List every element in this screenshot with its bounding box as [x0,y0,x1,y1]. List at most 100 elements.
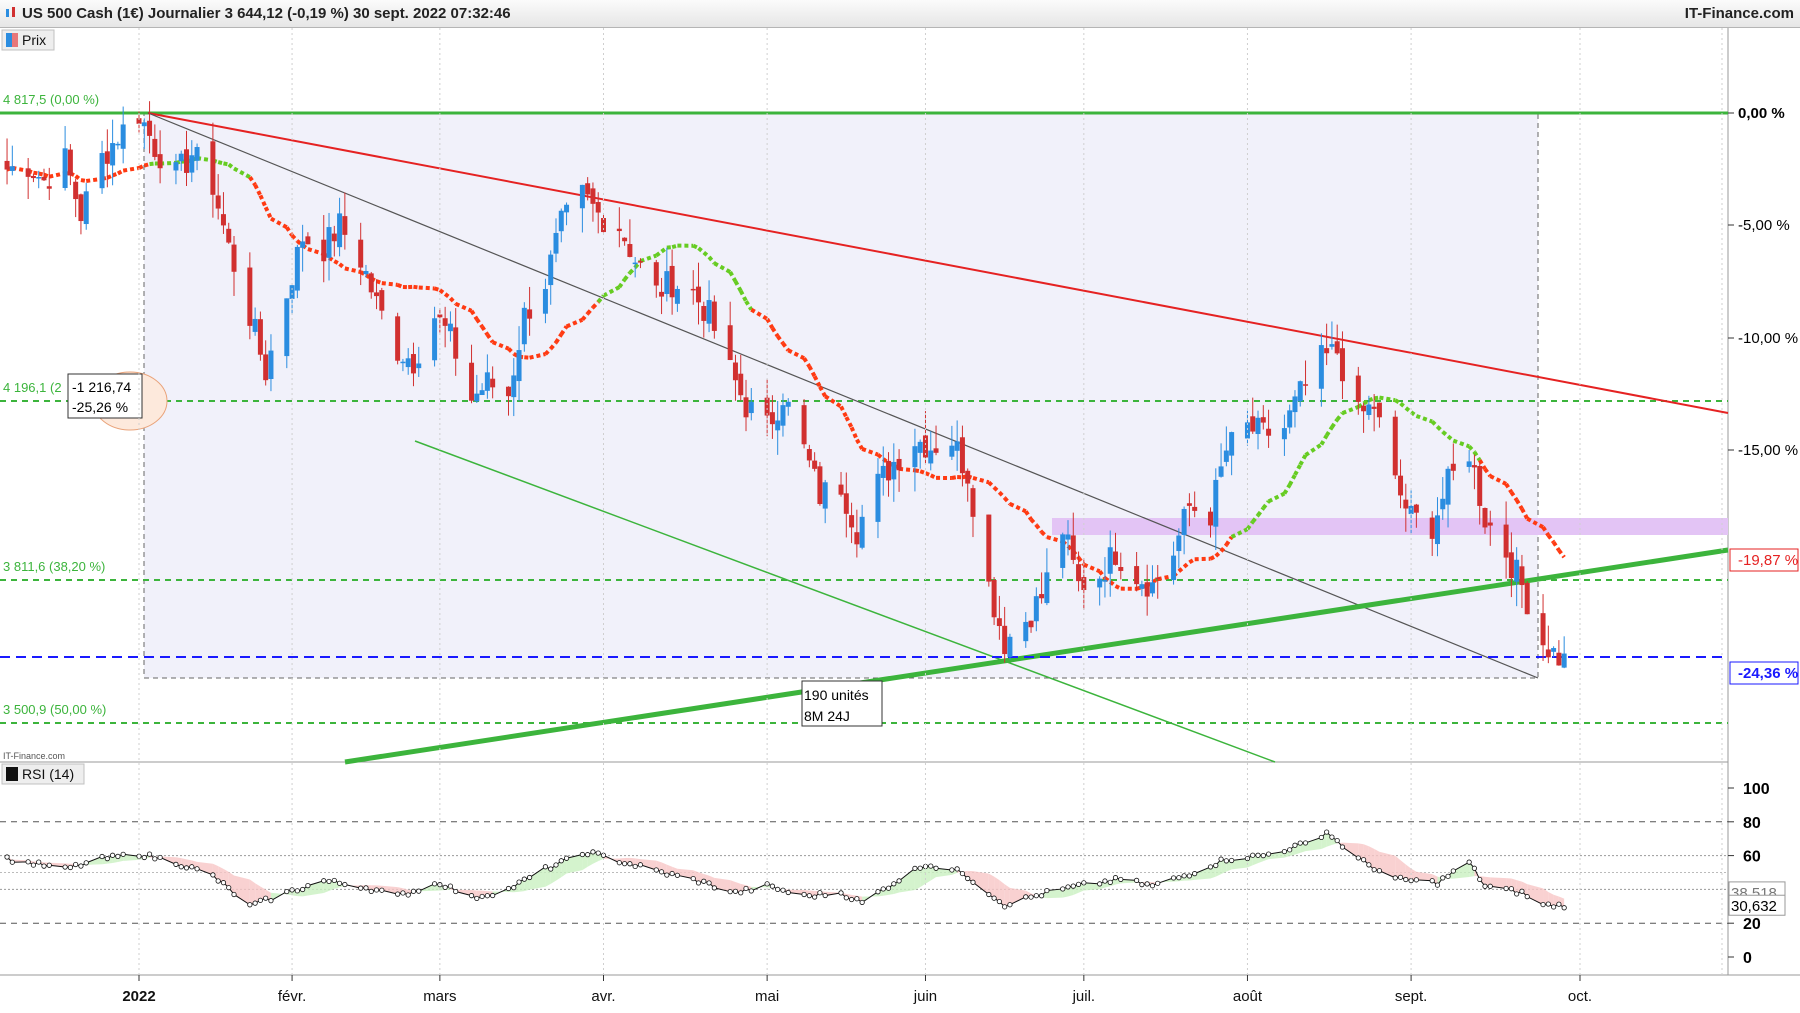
candle[interactable] [1445,466,1451,528]
candle[interactable] [558,208,564,243]
candle[interactable] [1361,403,1367,433]
candle[interactable] [690,270,696,305]
candle[interactable] [1429,511,1435,556]
candle[interactable] [83,182,89,230]
candle[interactable] [147,101,153,154]
candle[interactable] [1450,443,1456,481]
candle[interactable] [210,122,216,218]
candle[interactable] [331,225,337,257]
candle[interactable] [247,252,253,340]
candle[interactable] [1366,395,1372,420]
candle[interactable] [189,140,195,183]
candle[interactable] [696,262,702,325]
candle[interactable] [1060,532,1066,579]
candle[interactable] [659,277,665,315]
candle[interactable] [553,218,559,263]
candle[interactable] [1434,497,1440,557]
candle[interactable] [1408,490,1414,535]
candle[interactable] [484,354,490,399]
candle[interactable] [300,224,306,272]
candle[interactable] [1329,321,1335,350]
candle[interactable] [231,236,237,296]
candle[interactable] [1144,564,1150,616]
candle[interactable] [1023,612,1029,648]
candle[interactable] [178,150,184,171]
candle[interactable] [368,271,374,299]
candle[interactable] [637,258,643,269]
candle[interactable] [1134,551,1140,592]
candle[interactable] [62,126,68,191]
candle[interactable] [669,249,675,315]
candle[interactable] [1107,530,1113,597]
candle[interactable] [30,173,36,183]
candle[interactable] [701,301,707,338]
candle[interactable] [1477,462,1483,525]
candle[interactable] [1324,323,1330,366]
candle[interactable] [505,386,511,416]
candle[interactable] [706,280,712,333]
candle[interactable] [516,326,522,401]
candle[interactable] [859,504,865,550]
candle[interactable] [1339,331,1345,400]
candle[interactable] [928,431,934,471]
candle[interactable] [1039,572,1045,604]
candle[interactable] [812,452,818,472]
candle[interactable] [1318,333,1324,407]
candle[interactable] [949,425,955,461]
candle[interactable] [268,334,274,392]
candle[interactable] [67,144,73,186]
candle[interactable] [469,344,475,404]
candle[interactable] [986,514,992,587]
candle[interactable] [453,308,459,376]
candle[interactable] [252,307,258,336]
candle[interactable] [1508,532,1514,598]
candle[interactable] [1561,636,1567,669]
candle[interactable] [801,399,807,449]
candle[interactable] [9,145,15,176]
candle[interactable] [632,256,638,278]
candle[interactable] [727,301,733,361]
candle[interactable] [263,340,269,386]
candle[interactable] [73,178,79,218]
candle[interactable] [152,124,158,161]
candle[interactable] [1371,394,1377,432]
candle[interactable] [410,342,416,387]
candle[interactable] [326,212,332,281]
candle[interactable] [1113,532,1119,566]
candle[interactable] [616,207,622,248]
candle[interactable] [46,167,52,201]
candle[interactable] [585,177,591,201]
candle[interactable] [1213,468,1219,551]
candle[interactable] [1097,576,1103,606]
candle[interactable] [1076,551,1082,592]
candle[interactable] [511,358,517,417]
candle[interactable] [1229,431,1235,476]
candle[interactable] [527,286,533,336]
candle[interactable] [226,222,232,244]
candle[interactable] [1471,454,1477,490]
candle[interactable] [363,264,369,278]
candle[interactable] [1155,565,1161,599]
candle[interactable] [1376,402,1382,428]
candle[interactable] [1266,409,1272,448]
candle[interactable] [1292,390,1298,428]
candle[interactable] [595,192,601,234]
candle[interactable] [1514,547,1520,607]
candle[interactable] [337,197,343,257]
candle[interactable] [896,449,902,492]
candle[interactable] [954,420,960,471]
candle[interactable] [627,219,633,258]
candle[interactable] [748,387,754,421]
candle[interactable] [817,461,823,506]
candle[interactable] [912,428,918,492]
candle[interactable] [653,259,659,298]
candle[interactable] [1033,587,1039,632]
candle[interactable] [1545,625,1551,664]
candle[interactable] [1028,620,1034,633]
rsi-legend-bg[interactable] [1,763,85,785]
candle[interactable] [521,302,527,352]
candle[interactable] [1297,380,1303,407]
candle[interactable] [490,366,496,399]
candle[interactable] [933,425,939,456]
candle[interactable] [1192,491,1198,518]
